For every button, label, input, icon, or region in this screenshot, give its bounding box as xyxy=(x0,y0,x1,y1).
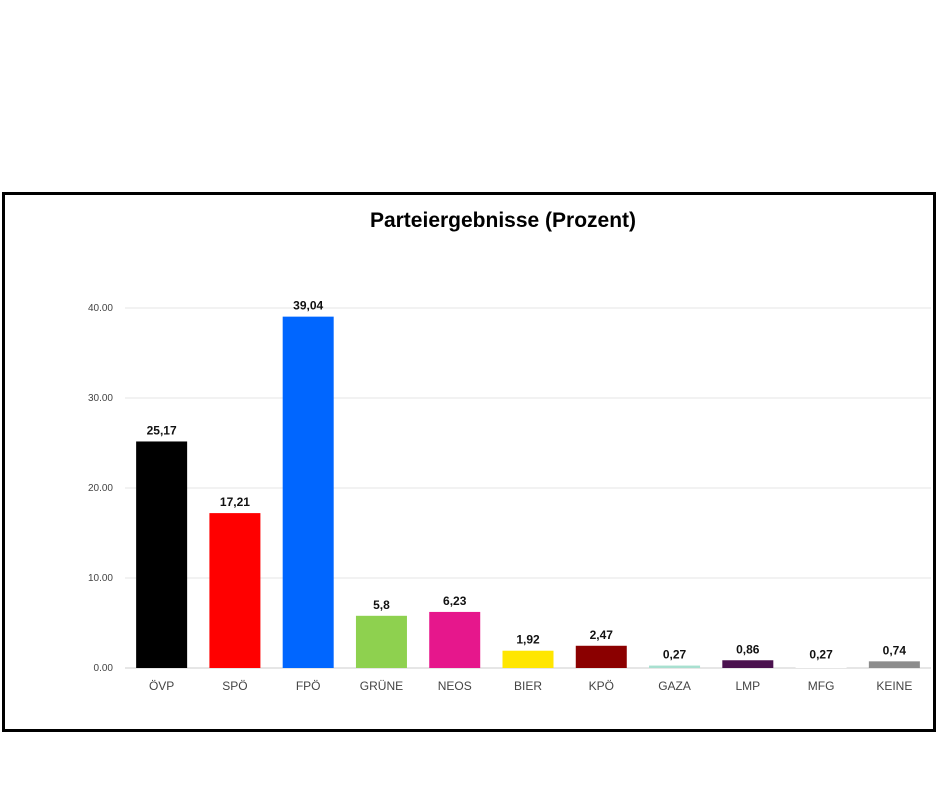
x-tick-label: FPÖ xyxy=(296,679,321,693)
bar-gaza[interactable] xyxy=(649,665,701,668)
label-layer: 0.00 10.00 20.00 30.00 40.00 25,17 ÖVP 17,21 SPÖ… xyxy=(88,299,912,693)
x-tick-label: SPÖ xyxy=(222,679,247,693)
data-label: 0,27 xyxy=(663,648,687,662)
data-label: 6,23 xyxy=(443,594,467,608)
x-tick-label: KPÖ xyxy=(589,679,614,693)
bar-spö[interactable] xyxy=(209,513,261,668)
x-tick-label: GAZA xyxy=(658,679,691,693)
x-tick-label: NEOS xyxy=(438,679,472,693)
chart-title: Parteiergebnisse (Prozent) xyxy=(370,209,636,232)
y-tick-label: 40.00 xyxy=(88,303,113,314)
y-tick-label: 0.00 xyxy=(94,663,114,674)
bar-mfg[interactable] xyxy=(795,665,847,668)
bar-chart: Parteiergebnisse (Prozent) 0.00 10.00 20.0… xyxy=(88,209,931,693)
data-label: 25,17 xyxy=(147,423,177,437)
data-label: 2,47 xyxy=(590,628,614,642)
chart-frame: Parteiergebnisse (Prozent) 0.00 10.00 20.0… xyxy=(2,192,936,732)
bar-layer xyxy=(136,316,920,668)
bar-grüne[interactable] xyxy=(355,615,407,668)
x-tick-label: GRÜNE xyxy=(360,679,403,693)
y-tick-label: 10.00 xyxy=(88,573,113,584)
bar-keine[interactable] xyxy=(868,661,920,668)
bar-neos[interactable] xyxy=(429,611,481,668)
data-label: 0,27 xyxy=(809,648,833,662)
data-label: 5,8 xyxy=(373,598,390,612)
x-tick-label: LMP xyxy=(735,679,760,693)
y-tick-label: 20.00 xyxy=(88,483,113,494)
bar-lmp[interactable] xyxy=(722,660,774,668)
data-label: 0,74 xyxy=(883,643,907,657)
bar-bier[interactable] xyxy=(502,650,554,668)
data-label: 17,21 xyxy=(220,495,250,509)
data-label: 39,04 xyxy=(293,299,323,313)
x-tick-label: ÖVP xyxy=(149,679,174,693)
x-tick-label: BIER xyxy=(514,679,542,693)
bar-kpö[interactable] xyxy=(575,645,627,668)
data-label: 0,86 xyxy=(736,642,760,656)
x-tick-label: KEINE xyxy=(876,679,912,693)
data-label: 1,92 xyxy=(516,633,540,647)
bar-fpö[interactable] xyxy=(282,316,334,668)
x-tick-label: MFG xyxy=(808,679,835,693)
y-tick-label: 30.00 xyxy=(88,393,113,404)
bar-övp[interactable] xyxy=(136,441,188,668)
